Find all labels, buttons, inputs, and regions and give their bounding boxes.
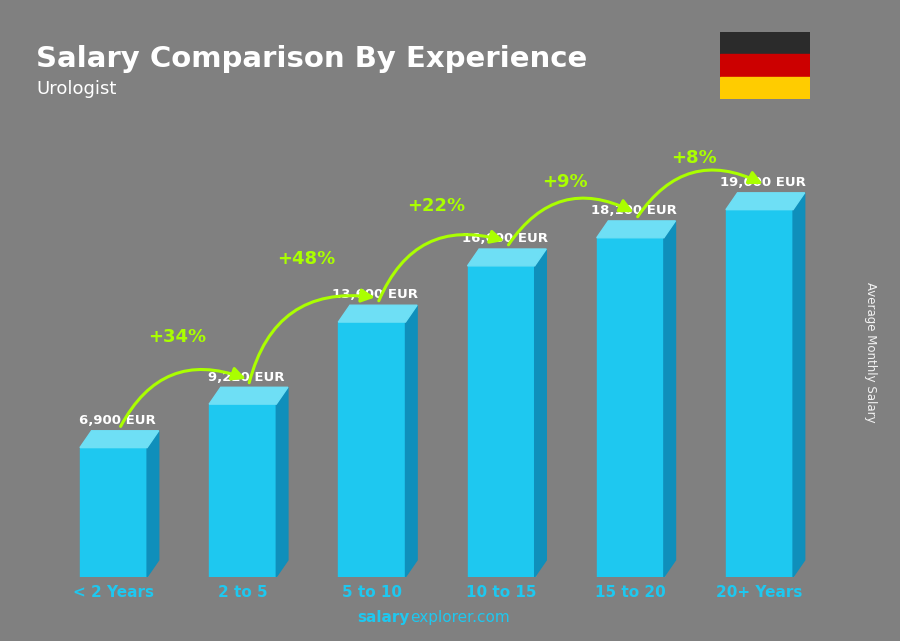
Polygon shape [406,305,417,577]
Bar [720,32,810,54]
Text: 19,600 EUR: 19,600 EUR [720,176,806,189]
Polygon shape [80,431,158,447]
Polygon shape [147,431,158,577]
Polygon shape [793,193,805,577]
Text: Urologist: Urologist [36,80,116,98]
Text: explorer.com: explorer.com [410,610,510,625]
Text: salary: salary [357,610,410,625]
Polygon shape [664,221,676,577]
Text: Salary Comparison By Experience: Salary Comparison By Experience [36,45,587,73]
Text: 9,220 EUR: 9,220 EUR [208,370,284,383]
Text: 13,600 EUR: 13,600 EUR [332,288,419,301]
Text: +8%: +8% [671,149,717,167]
Text: +48%: +48% [277,250,336,268]
Polygon shape [467,249,546,266]
Text: +34%: +34% [148,328,206,346]
Polygon shape [338,305,417,322]
Polygon shape [209,387,288,404]
Text: +22%: +22% [407,197,465,215]
Polygon shape [726,193,805,210]
Text: +9%: +9% [542,173,588,191]
Polygon shape [726,210,793,577]
Polygon shape [209,404,276,577]
Polygon shape [597,221,676,238]
Bar [720,54,810,77]
Text: 16,600 EUR: 16,600 EUR [462,232,547,246]
Polygon shape [276,387,288,577]
Bar [720,77,810,99]
Polygon shape [597,238,664,577]
Text: 18,100 EUR: 18,100 EUR [590,204,677,217]
Polygon shape [467,266,535,577]
Text: 6,900 EUR: 6,900 EUR [78,414,156,427]
Polygon shape [80,447,147,577]
Polygon shape [338,322,406,577]
Text: Average Monthly Salary: Average Monthly Salary [865,282,878,423]
Polygon shape [535,249,546,577]
